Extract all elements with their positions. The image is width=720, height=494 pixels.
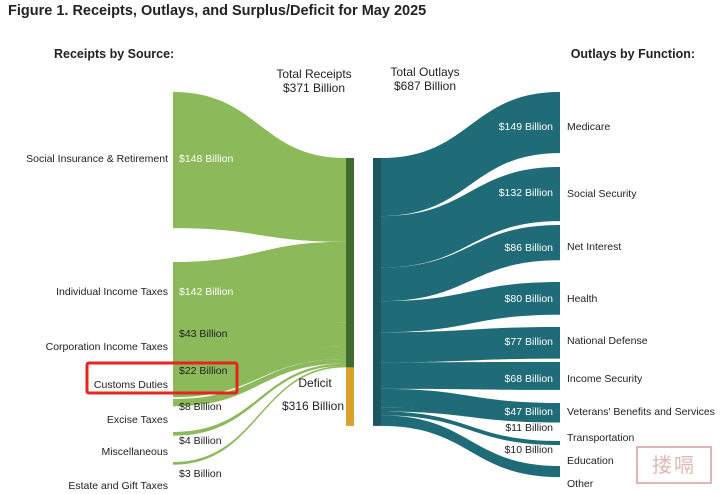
outlay-value-net-interest: $86 Billion [505,242,554,254]
outlay-flow-health [381,282,560,333]
highlight-box-customs-duties [85,361,239,395]
total-receipts-bar [346,158,354,368]
receipt-label-individual-income-taxes: Individual Income Taxes [56,286,168,298]
receipt-flow-excise-taxes [173,358,346,407]
receipt-value-individual-income-taxes: $142 Billion [179,286,233,298]
outlay-label-education: Education [567,455,614,467]
receipt-label-estate-and-gift-taxes: Estate and Gift Taxes [68,480,168,492]
outlay-flow-veterans-benefits-and-services [381,388,560,423]
receipts-header: Receipts by Source: [54,47,174,61]
deficit-label: Deficit [298,376,332,390]
outlay-label-social-security: Social Security [567,188,637,200]
outlay-label-income-security: Income Security [567,373,643,385]
outlay-label-net-interest: Net Interest [567,241,621,253]
total-receipts-value: $371 Billion [283,81,345,95]
outlay-value-veterans-benefits-and-services: $47 Billion [505,406,554,418]
outlay-flow-net-interest [381,225,560,302]
outlay-flow-other [381,415,560,478]
receipt-value-customs-duties: $22 Billion [179,365,228,377]
receipt-flow-miscellaneous [173,363,346,436]
outlays-header: Outlays by Function: [571,47,695,61]
outlay-flow-national-defense [381,327,560,363]
total-receipts-label: Total Receipts [276,67,351,81]
outlay-value-income-security: $68 Billion [505,373,554,385]
receipt-value-miscellaneous: $4 Billion [179,435,222,447]
outlay-label-medicare: Medicare [567,121,610,133]
receipt-flow-estate-and-gift-taxes [173,365,346,465]
outlay-label-health: Health [567,293,598,305]
outlay-label-transportation: Transportation [567,432,634,444]
receipt-label-customs-duties: Customs Duties [94,379,168,391]
outlay-label-national-defense: National Defense [567,335,648,347]
outlay-value-social-security: $132 Billion [499,187,553,199]
receipt-flows [173,92,346,465]
outlay-flows [381,92,560,478]
deficit-value: $316 Billion [282,399,344,413]
receipt-value-social-insurance-retirement: $148 Billion [179,153,233,165]
receipt-label-excise-taxes: Excise Taxes [107,414,168,426]
outlay-value-medicare: $149 Billion [499,121,553,133]
total-outlays-value: $687 Billion [394,79,456,93]
total-outlays-bar [373,158,381,426]
outlay-flow-income-security [381,362,560,390]
receipt-label-corporation-income-taxes: Corporation Income Taxes [46,341,168,353]
outlay-label-veterans-benefits-and-services: Veterans' Benefits and Services [567,406,715,418]
receipt-label-social-insurance-retirement: Social Insurance & Retirement [26,153,168,165]
total-outlays-label: Total Outlays [390,65,459,79]
chart-labels: Social Insurance & Retirement $148 Billio… [26,47,715,492]
outlay-flow-medicare [381,92,560,217]
receipt-value-corporation-income-taxes: $43 Billion [179,328,228,340]
receipt-label-miscellaneous: Miscellaneous [101,446,168,458]
receipt-flow-customs-duties [173,346,346,398]
receipt-flow-social-insurance-retirement [173,92,346,242]
outlay-label-other: Other [567,478,594,490]
receipt-value-estate-and-gift-taxes: $3 Billion [179,468,222,480]
total-bars [346,158,381,426]
receipt-flow-corporation-income-taxes [173,322,346,384]
outlay-value-national-defense: $77 Billion [505,336,554,348]
outlay-value-other: $27 Billion [505,478,554,490]
watermark-logo: 搂嗝 [636,446,712,484]
outlay-flow-education [381,411,560,446]
deficit-bar [346,367,354,426]
outlay-value-transportation: $11 Billion [505,422,553,434]
outlay-flow-transportation [381,407,560,423]
outlay-value-education: $10 Billion [505,444,554,456]
figure-title: Figure 1. Receipts, Outlays, and Surplus… [8,3,427,19]
outlay-flow-social-security [381,167,560,268]
receipt-value-excise-taxes: $8 Billion [179,401,222,413]
outlay-value-health: $80 Billion [505,293,554,305]
